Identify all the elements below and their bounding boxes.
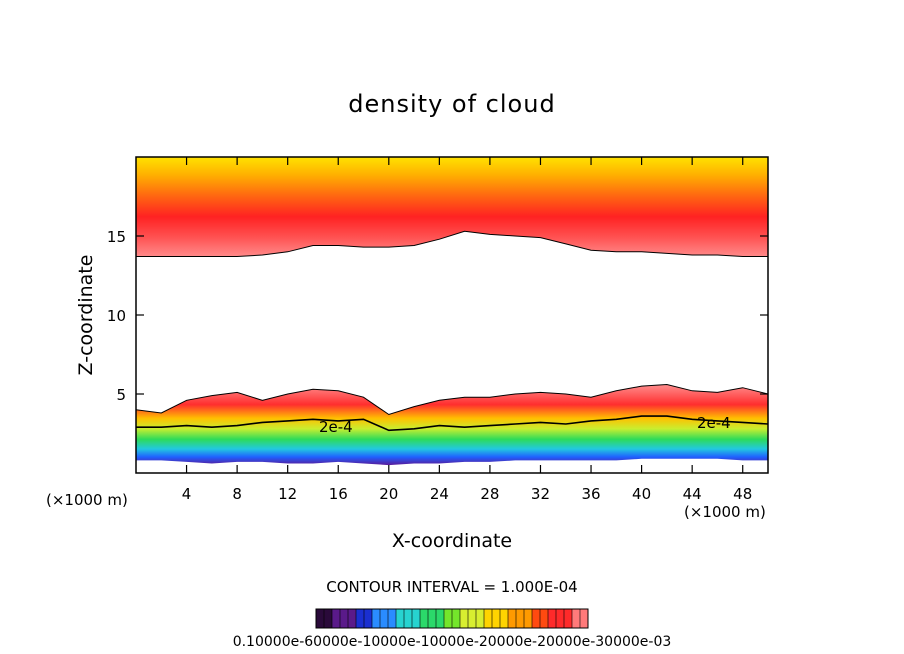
colorbar-cell [380,609,388,628]
x-tick-label: 4 [182,485,192,503]
x-tick-label: 8 [232,485,242,503]
colorbar-cell [548,609,556,628]
y-tick-label: 15 [107,228,126,246]
colorbar-cell [452,609,460,628]
colorbar-cell [540,609,548,628]
colorbar-cell [356,609,364,628]
colorbar-cell [388,609,396,628]
colorbar-cell [404,609,412,628]
x-tick-label: 32 [531,485,550,503]
y-tick-label: 5 [116,386,126,404]
x-tick-label: 36 [581,485,600,503]
colorbar-cell [340,609,348,628]
colorbar-cell [348,609,356,628]
colorbar-cell [444,609,452,628]
x-tick-label: 20 [379,485,398,503]
colorbar-cell [492,609,500,628]
contour-2e-4-line [136,415,768,432]
upper-cloud-region [136,157,768,257]
colorbar-cell [420,609,428,628]
colorbar-cell [460,609,468,628]
upper-cloud-contour-line [136,230,768,257]
colorbar-cell [572,609,580,628]
x-tick-label: 12 [278,485,297,503]
x-tick-label: 44 [683,485,702,503]
contour-label-2e-4-left: 2e-4 [319,418,353,436]
colorbar-cell [324,609,332,628]
colorbar-cell [508,609,516,628]
colorbar [316,609,588,628]
x-axis-label: X-coordinate [392,530,512,552]
x-unit-label-left: (×1000 m) [46,491,128,509]
lower-cloud-region [136,384,768,466]
x-tick-label: 48 [733,485,752,503]
colorbar-cell [412,609,420,628]
colorbar-cell [524,609,532,628]
x-tick-label: 16 [329,485,348,503]
x-tick-label: 40 [632,485,651,503]
chart-title: density of cloud [348,90,555,118]
colorbar-cell [316,609,324,628]
x-tick-label: 24 [430,485,449,503]
colorbar-cell [428,609,436,628]
colorbar-cell [500,609,508,628]
colorbar-cell [556,609,564,628]
colorbar-cell [364,609,372,628]
y-axis-label: Z-coordinate [75,255,97,376]
colorbar-cell [580,609,588,628]
colorbar-cell [476,609,484,628]
lower-cloud-top-contour-line [136,383,768,416]
colorbar-cell [372,609,380,628]
colorbar-cell [484,609,492,628]
colorbar-cell [468,609,476,628]
y-axis-ticks: 5 10 15 [107,228,768,404]
plot-area [136,157,768,466]
colorbar-cell [516,609,524,628]
colorbar-cell [396,609,404,628]
y-tick-label: 10 [107,307,126,325]
colorbar-frame [315,608,589,629]
x-axis-ticks: 4 8 12 16 20 24 28 32 36 40 44 48 [182,157,752,503]
colorbar-cell [532,609,540,628]
x-tick-label: 28 [480,485,499,503]
colorbar-cell [332,609,340,628]
contour-label-2e-4-right: 2e-4 [697,414,731,432]
colorbar-labels: 0.10000e-60000e-10000e-10000e-20000e-200… [233,634,672,650]
contour-interval-text: CONTOUR INTERVAL = 1.000E-04 [326,578,577,596]
colorbar-cell [564,609,572,628]
colorbar-cell [436,609,444,628]
x-unit-label-right: (×1000 m) [684,503,766,521]
